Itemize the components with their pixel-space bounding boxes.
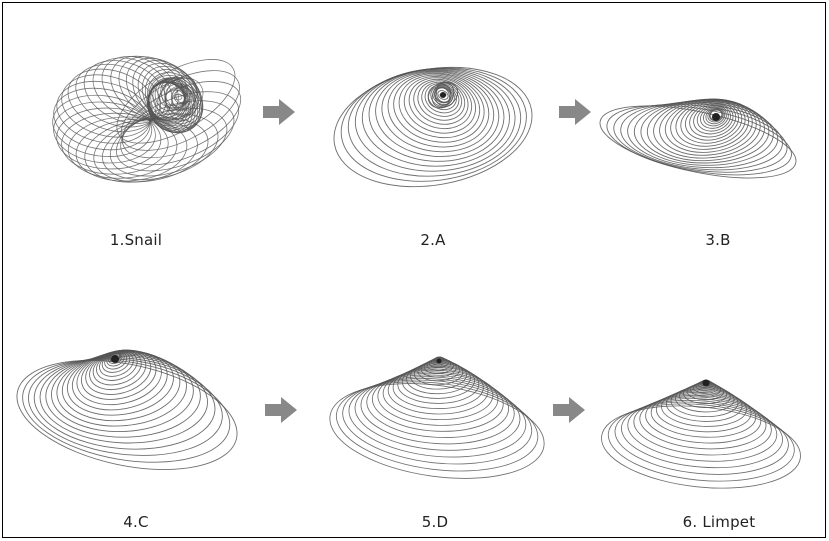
stage-label-a: 2.A <box>420 231 445 249</box>
shell-c-diagram <box>17 315 247 485</box>
panel-b <box>598 47 818 197</box>
panel-d <box>327 319 557 485</box>
limpet-shell-diagram <box>601 337 821 487</box>
stage-label-snail: 1.Snail <box>110 231 162 249</box>
stage-label-c: 4.C <box>123 513 148 531</box>
arrow-right-icon <box>559 99 591 125</box>
panel-c <box>17 315 247 485</box>
shell-b-diagram <box>598 47 818 197</box>
panel-limpet <box>601 337 821 487</box>
stage-label-b: 3.B <box>705 231 730 249</box>
panel-snail <box>13 17 243 197</box>
shell-a-diagram <box>323 37 553 197</box>
snail-shell-diagram <box>13 17 243 197</box>
stage-label-d: 5.D <box>422 513 448 531</box>
arrow-right-icon <box>553 397 585 423</box>
stage-label-limpet: 6. Limpet <box>683 513 756 531</box>
shell-d-diagram <box>327 319 557 485</box>
arrow-right-icon <box>263 99 295 125</box>
arrow-right-icon <box>265 397 297 423</box>
panel-a <box>323 37 553 197</box>
